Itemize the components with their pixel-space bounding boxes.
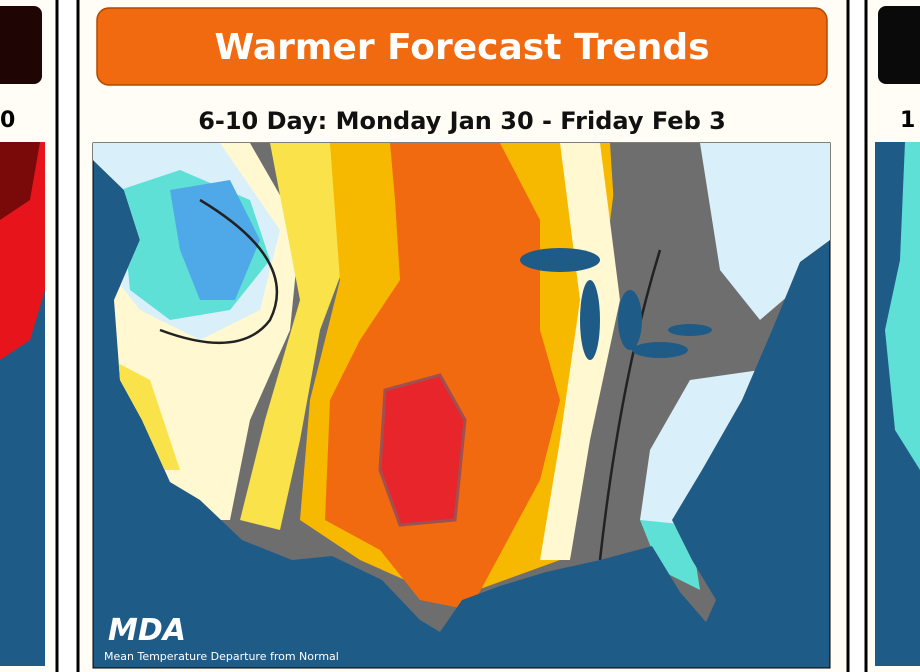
subtitle: 6-10 Day: Monday Jan 30 - Friday Feb 3 bbox=[198, 107, 726, 135]
caption: Mean Temperature Departure from Normal bbox=[104, 650, 339, 663]
title: Warmer Forecast Trends bbox=[214, 27, 709, 68]
title-box bbox=[96, 7, 828, 86]
right-title-box bbox=[878, 6, 920, 84]
logo: MDA bbox=[108, 613, 186, 648]
right-subtitle: 1 bbox=[900, 108, 915, 133]
great-lakes bbox=[520, 248, 712, 360]
left-subtitle: 0 bbox=[0, 108, 15, 133]
right-map-region bbox=[885, 142, 920, 470]
left-title-box bbox=[0, 6, 42, 84]
left-map-region bbox=[0, 142, 40, 220]
